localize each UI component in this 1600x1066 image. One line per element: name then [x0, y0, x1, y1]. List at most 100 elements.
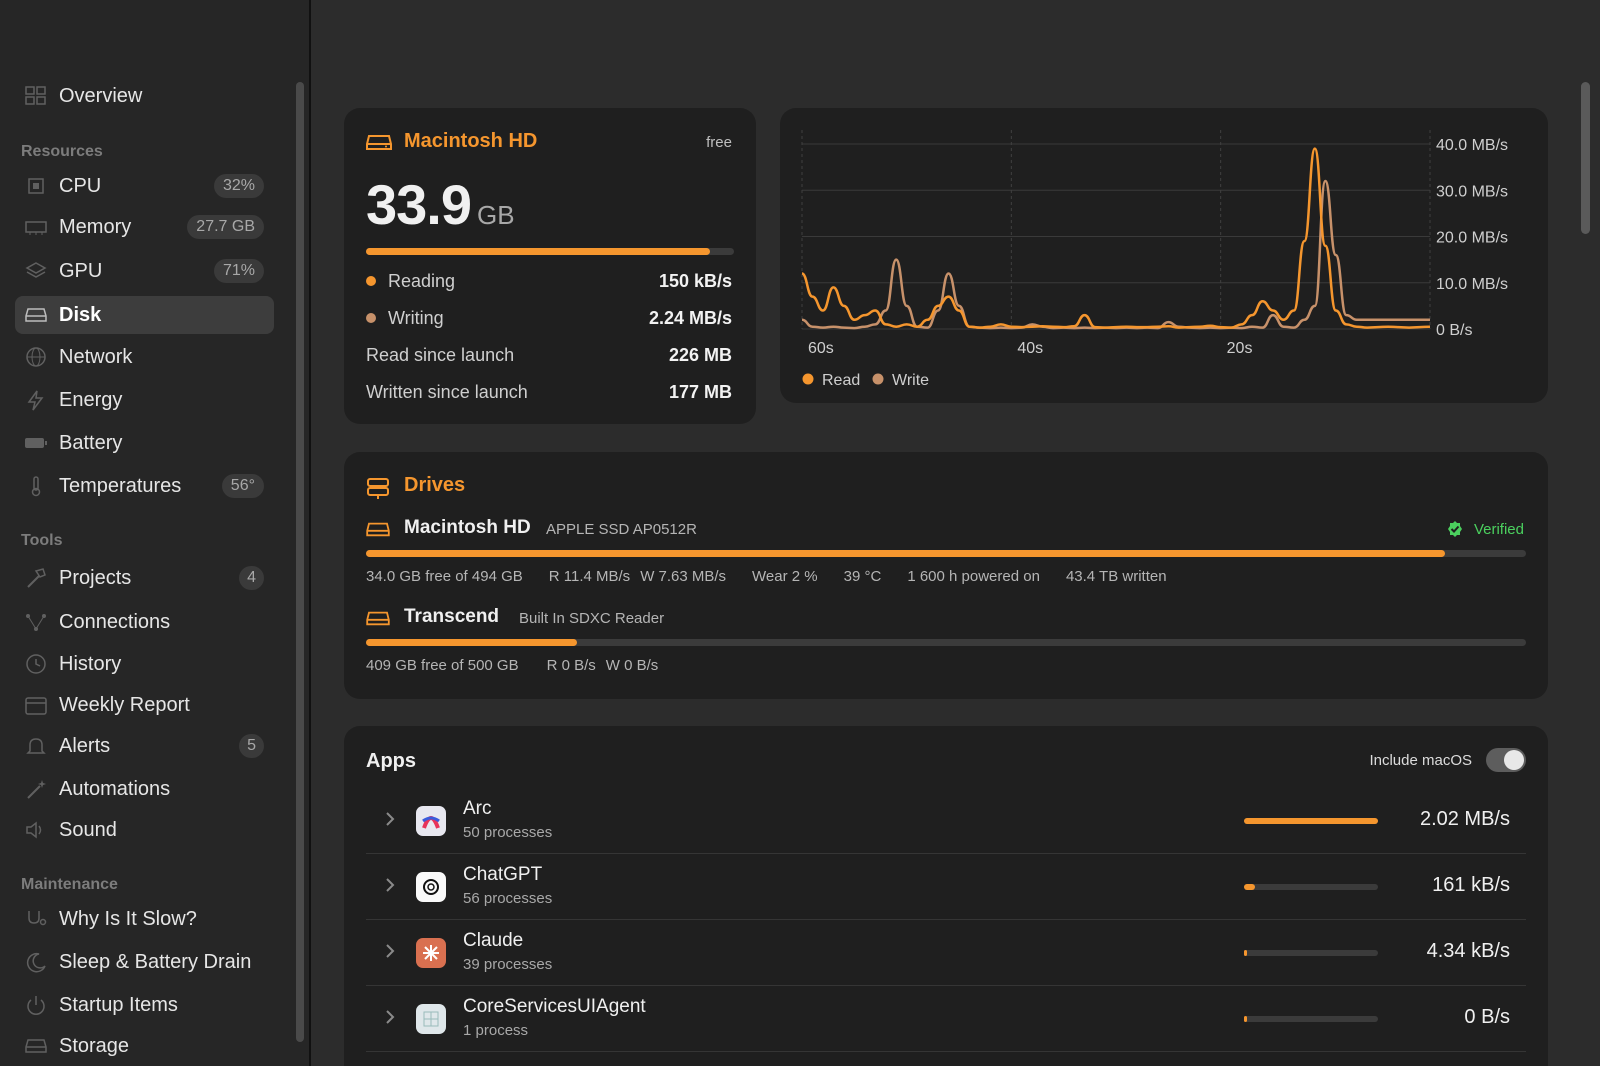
x-tick-label: 20s — [1227, 340, 1253, 357]
x-tick-label: 60s — [808, 340, 834, 357]
app-process-count: 56 processes — [463, 890, 553, 907]
chevron-right-icon[interactable] — [384, 810, 396, 828]
drive-usage-fill — [366, 550, 1445, 557]
sidebar-item-connections[interactable]: Connections — [15, 603, 274, 641]
y-tick-label: 10.0 MB/s — [1436, 276, 1508, 293]
app-row[interactable]: CoreServicesUIAgent 1 process 0 B/s — [366, 986, 1526, 1052]
sidebar-item-label: Alerts — [59, 734, 111, 757]
sidebar-item-label: Energy — [59, 388, 123, 411]
disk-title: Macintosh HD — [404, 130, 538, 152]
battery-icon — [23, 432, 49, 454]
sidebar-item-automations[interactable]: Automations — [15, 770, 274, 808]
sidebar-item-battery[interactable]: Battery — [15, 424, 274, 462]
toggle-knob — [1504, 750, 1524, 770]
verified-badge: Verified — [1446, 520, 1524, 538]
app-name: Claude — [463, 930, 524, 951]
main-scrollbar[interactable] — [1578, 78, 1592, 1066]
app-row[interactable]: ChatGPT 56 processes 161 kB/s — [366, 854, 1526, 920]
y-tick-label: 40.0 MB/s — [1436, 137, 1508, 154]
section-resources: Resources — [21, 143, 103, 160]
sidebar-item-alerts[interactable]: Alerts 5 — [15, 727, 274, 765]
chevron-right-icon[interactable] — [384, 942, 396, 960]
free-space-value: 33.9 GB — [366, 173, 515, 236]
sidebar-item-label: History — [59, 652, 122, 675]
sidebar-item-projects[interactable]: Projects 4 — [15, 559, 274, 597]
app-usage-fill — [1244, 950, 1247, 956]
sidebar: Overview Resources CPU 32% Memory 27.7 GB GP… — [0, 0, 311, 1066]
free-label: free — [706, 134, 732, 151]
disk-throughput-chart: 40.0 MB/s 30.0 MB/s 20.0 MB/s 10.0 MB/s 0 B/… — [801, 130, 1508, 389]
app-row[interactable]: Claude 39 processes 4.34 kB/s — [366, 920, 1526, 986]
speaker-icon — [23, 819, 49, 841]
sidebar-item-label: Temperatures — [59, 474, 182, 497]
sidebar-item-storage[interactable]: Storage — [15, 1027, 274, 1065]
bell-icon — [23, 735, 49, 757]
include-macos-toggle[interactable] — [1486, 748, 1526, 772]
disk-summary-card: Macintosh HD free 33.9 GB Reading 150 kB/s… — [344, 108, 756, 424]
chevron-right-icon[interactable] — [384, 876, 396, 894]
chevron-right-icon[interactable] — [384, 1008, 396, 1026]
bolt-icon — [23, 389, 49, 411]
app-row[interactable]: Arc 50 processes 2.02 MB/s — [366, 788, 1526, 854]
legend-swatch — [872, 373, 884, 385]
moon-icon — [23, 951, 49, 973]
wand-icon — [23, 778, 49, 800]
app-throughput: 0 B/s — [1464, 1006, 1510, 1028]
sidebar-item-label: CPU — [59, 174, 102, 197]
sidebar-item-cpu[interactable]: CPU 32% — [15, 167, 274, 205]
series-line-read — [801, 147, 1431, 329]
written-since-row: Written since launch 177 MB — [366, 381, 732, 402]
writing-row: Writing 2.24 MB/s — [366, 306, 732, 330]
drive-stats: 409 GB free of 500 GB R 0 B/s W 0 B/s — [366, 657, 659, 674]
section-maintenance: Maintenance — [21, 876, 118, 893]
gpu-icon — [23, 260, 49, 282]
count-badge: 5 — [239, 734, 264, 758]
app-usage-bar — [1244, 818, 1378, 824]
app-throughput: 4.34 kB/s — [1426, 940, 1510, 962]
main-scroll-thumb[interactable] — [1581, 82, 1590, 234]
sidebar-item-sound[interactable]: Sound — [15, 811, 274, 849]
sidebar-item-overview[interactable]: Overview — [15, 77, 274, 115]
sidebar-item-label: Why Is It Slow? — [59, 907, 197, 930]
drive-usage-bar — [366, 550, 1526, 557]
clock-icon — [23, 653, 49, 675]
app-usage-fill — [1244, 1016, 1247, 1022]
hammer-icon — [23, 567, 49, 589]
sidebar-item-gpu[interactable]: GPU 71% — [15, 252, 274, 290]
x-tick-label: 40s — [1017, 340, 1043, 357]
y-tick-label: 0 B/s — [1436, 322, 1472, 339]
sidebar-item-disk[interactable]: Disk — [15, 296, 274, 334]
sidebar-item-temperatures[interactable]: Temperatures 56° — [15, 467, 274, 505]
app-name: CoreServicesUIAgent — [463, 996, 646, 1017]
power-icon — [23, 994, 49, 1016]
sidebar-scroll-thumb[interactable] — [296, 82, 304, 1042]
sidebar-item-label: Sound — [59, 818, 117, 841]
app-throughput: 161 kB/s — [1432, 874, 1510, 896]
chatgpt-icon — [416, 872, 446, 902]
drive-model: APPLE SSD AP0512R — [546, 521, 697, 538]
y-tick-label: 30.0 MB/s — [1436, 183, 1508, 200]
drive-usage-bar — [366, 639, 1526, 646]
sidebar-item-memory[interactable]: Memory 27.7 GB — [15, 208, 274, 246]
sidebar-item-label: Disk — [59, 303, 102, 326]
drives-icon — [367, 478, 389, 499]
app-process-count: 39 processes — [463, 956, 553, 973]
sidebar-item-network[interactable]: Network — [15, 338, 274, 376]
sidebar-item-sleep-battery-drain[interactable]: Sleep & Battery Drain — [15, 943, 274, 981]
app-usage-bar — [1244, 1016, 1378, 1022]
sidebar-item-energy[interactable]: Energy — [15, 381, 274, 419]
disk-usage-fill — [366, 248, 711, 255]
sidebar-item-startup-items[interactable]: Startup Items — [15, 986, 274, 1024]
connections-icon — [23, 611, 49, 633]
sidebar-scrollbar[interactable] — [294, 78, 306, 1048]
write-dot — [366, 313, 376, 323]
drive-model: Built In SDXC Reader — [519, 610, 665, 627]
sidebar-item-history[interactable]: History — [15, 645, 274, 683]
app-usage-bar — [1244, 884, 1378, 890]
memory-icon — [23, 216, 49, 238]
sidebar-item-weekly-report[interactable]: Weekly Report — [15, 686, 274, 724]
drive-name: Macintosh HD — [404, 517, 531, 538]
sidebar-item-why-is-it-slow[interactable]: Why Is It Slow? — [15, 900, 274, 938]
y-tick-label: 20.0 MB/s — [1436, 230, 1508, 247]
app-usage-fill — [1244, 884, 1255, 890]
